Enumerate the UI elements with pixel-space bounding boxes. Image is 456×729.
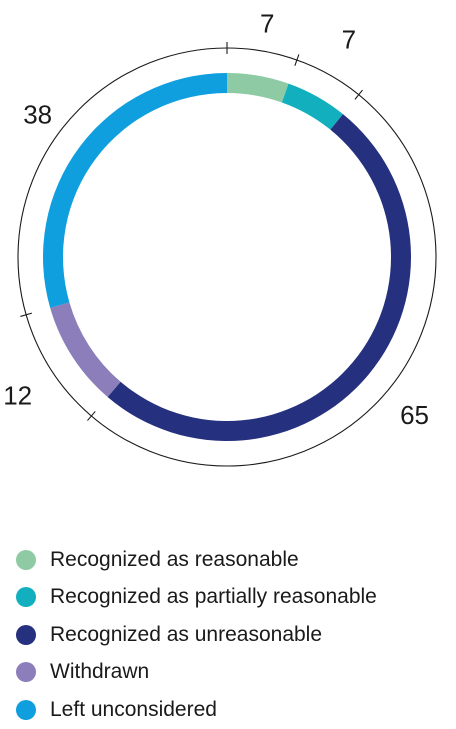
legend-item-withdrawn: Withdrawn — [16, 654, 377, 692]
legend-swatch — [16, 662, 36, 683]
legend-swatch — [16, 699, 36, 720]
ticks-group — [20, 42, 363, 421]
legend-item-recognized-as-unreasonable: Recognized as unreasonable — [16, 616, 377, 654]
legend: Recognized as reasonable Recognized as pa… — [16, 541, 377, 729]
legend-label: Recognized as unreasonable — [50, 622, 323, 646]
legend-label: Recognized as reasonable — [50, 547, 299, 571]
legend-swatch — [16, 624, 36, 645]
legend-item-left-unconsidered: Left unconsidered — [16, 691, 377, 729]
legend-label: Withdrawn — [50, 660, 150, 684]
labels-group: 7 7 65 12 38 — [3, 8, 429, 430]
data-label-recognized-as-partially-reasonable: 7 — [342, 25, 356, 55]
donut-chart: 7 7 65 12 38 — [3, 8, 437, 467]
legend-swatch — [16, 549, 36, 570]
data-label-recognized-as-unreasonable: 65 — [400, 400, 429, 430]
legend-label: Left unconsidered — [50, 697, 217, 721]
slice-boundary-tick — [294, 54, 300, 66]
slice-boundary-tick — [354, 89, 363, 100]
slice-recognized-as-unreasonable — [107, 114, 412, 442]
slice-withdrawn — [50, 302, 121, 397]
data-label-recognized-as-reasonable: 7 — [260, 8, 274, 38]
data-label-left-unconsidered: 38 — [23, 99, 52, 129]
data-label-withdrawn: 12 — [3, 381, 32, 411]
legend-swatch — [16, 587, 36, 608]
slice-recognized-as-reasonable — [227, 73, 289, 103]
slice-left-unconsidered — [42, 73, 228, 308]
slice-boundary-tick — [87, 411, 96, 421]
slice-recognized-as-partially-reasonable — [281, 83, 343, 130]
slice-boundary-tick — [20, 312, 33, 317]
legend-item-recognized-as-partially-reasonable: Recognized as partially reasonable — [16, 579, 377, 617]
legend-item-recognized-as-reasonable: Recognized as reasonable — [16, 541, 377, 579]
slices-group — [42, 73, 412, 442]
legend-label: Recognized as partially reasonable — [50, 585, 377, 609]
outer-reference-ring — [17, 47, 437, 467]
